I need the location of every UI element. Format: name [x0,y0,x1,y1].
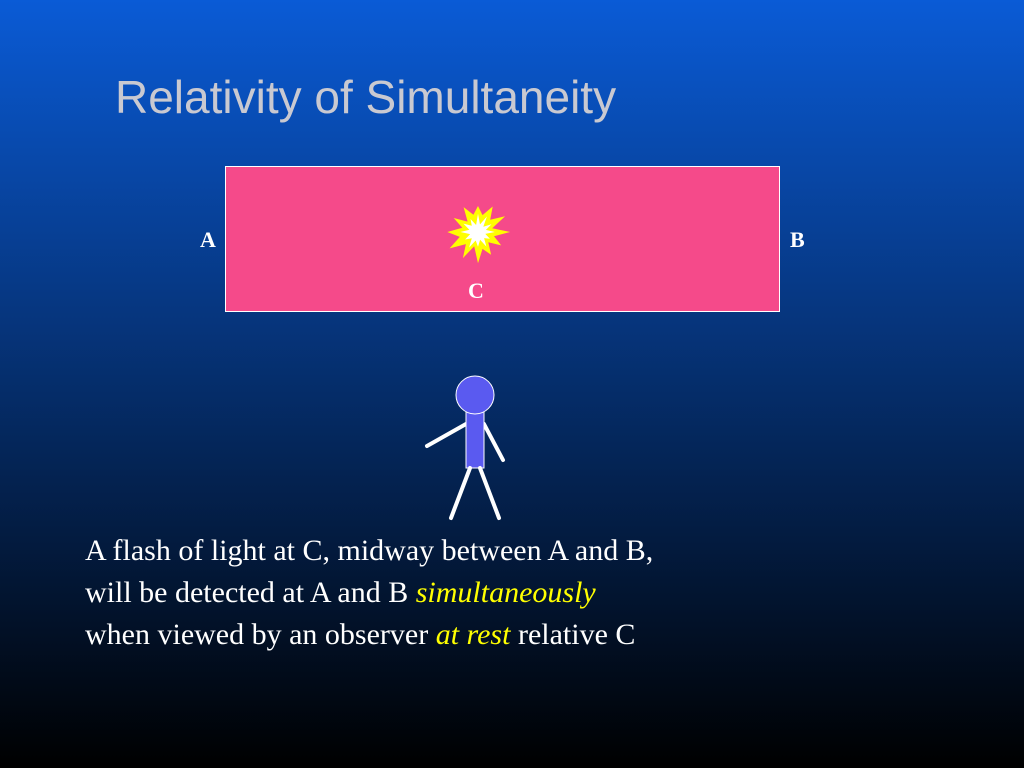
flash-icon [444,198,512,266]
label-b: B [790,227,805,253]
label-a: A [200,227,216,253]
caption-text-highlight: at rest [436,618,511,651]
slide-title: Relativity of Simultaneity [115,70,616,124]
observer-figure [405,374,545,544]
caption-text: A flash of light at C, midway between A … [85,530,653,656]
caption-line: A flash of light at C, midway between A … [85,530,653,572]
label-c: C [468,278,484,304]
caption-text-plain: when viewed by an observer [85,618,436,651]
slide: Relativity of Simultaneity A B C A flash… [0,0,1024,768]
caption-line: when viewed by an observer at rest relat… [85,614,653,656]
caption-line: will be detected at A and B simultaneous… [85,572,653,614]
caption-text-highlight: simultaneously [416,576,596,609]
caption-text-plain: relative C [510,618,635,651]
caption-text-plain: will be detected at A and B [85,576,416,609]
caption-text-plain: A flash of light at C, midway between A … [85,534,653,567]
